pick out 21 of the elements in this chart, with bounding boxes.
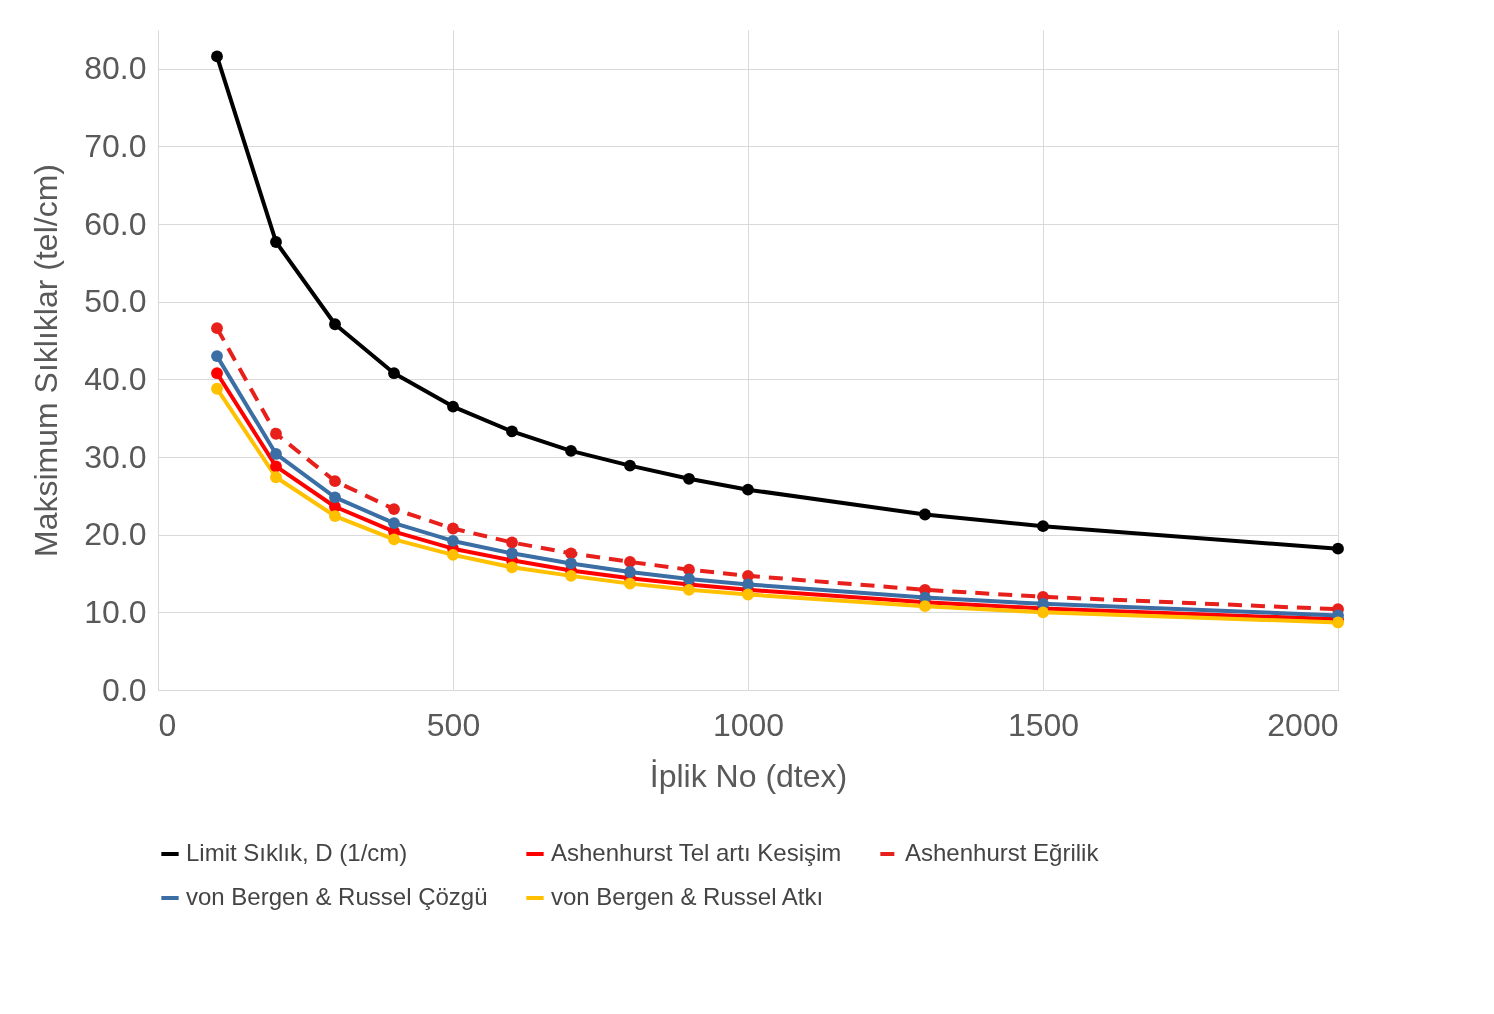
y-axis-title: Maksimum Sıklıklar (tel/cm) — [28, 164, 65, 557]
y-tick-label: 50.0 — [84, 283, 147, 320]
y-tick-label: 40.0 — [84, 360, 147, 397]
y-tick-label: 30.0 — [84, 438, 147, 475]
y-tick-label: 10.0 — [84, 593, 147, 630]
x-tick-label: 1000 — [712, 706, 785, 743]
y-tick-label: 80.0 — [84, 50, 147, 87]
y-tick-label: 20.0 — [84, 516, 147, 553]
x-tick-label: 1500 — [1007, 706, 1080, 743]
legend-label: von Bergen & Russel Çözgü — [186, 883, 488, 910]
x-axis-title: İplik No (dtex) — [649, 757, 848, 794]
x-tick-label: 0 — [158, 706, 177, 743]
legend-label: von Bergen & Russel Atkı — [551, 883, 824, 910]
y-tick-label: 60.0 — [84, 205, 147, 242]
legend-label: Limit Sıklık, D (1/cm) — [186, 839, 408, 866]
x-tick-label: 2000 — [1267, 706, 1339, 743]
x-tick-label: 500 — [426, 706, 481, 743]
legend-label: Ashenhurst Eğrilik — [905, 839, 1100, 866]
legend-label: Ashenhurst Tel artı Kesişim — [551, 839, 842, 866]
y-tick-label: 70.0 — [84, 127, 147, 164]
y-tick-label: 0.0 — [102, 671, 147, 708]
